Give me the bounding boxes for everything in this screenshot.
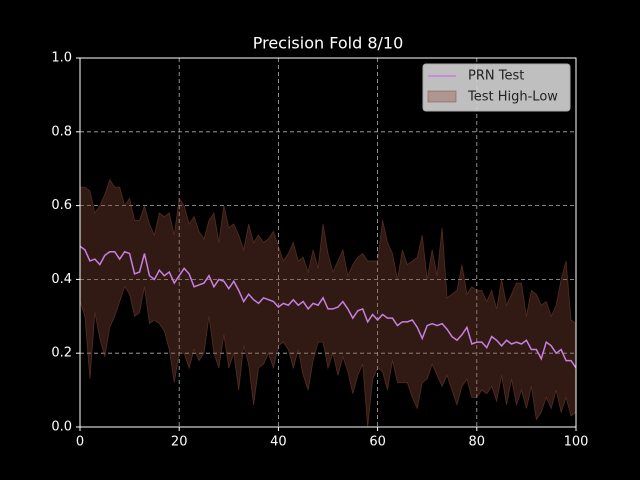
x-tick-label: 20 (171, 435, 188, 450)
chart-title: Precision Fold 8/10 (253, 34, 404, 53)
legend-box (422, 63, 571, 112)
y-tick-label: 0.8 (51, 124, 72, 139)
legend-swatch (427, 90, 457, 103)
legend-label: Test High-Low (467, 90, 558, 105)
line (79, 245, 577, 369)
x-tick-label: 100 (564, 435, 589, 450)
x-tick-label: 0 (76, 435, 84, 450)
x-tick-label: 60 (369, 435, 386, 450)
y-tick-label: 1.0 (51, 51, 72, 66)
x-tick-label: 80 (469, 435, 486, 450)
y-tick-label: 0.0 (51, 420, 72, 435)
x-tick-label: 40 (270, 435, 287, 450)
y-tick-label: 0.6 (51, 198, 72, 213)
axes-frame (79, 57, 577, 428)
y-tick-label: 0.4 (51, 272, 72, 287)
y-tick-label: 0.2 (51, 346, 72, 361)
legend-label: PRN Test (468, 69, 524, 84)
